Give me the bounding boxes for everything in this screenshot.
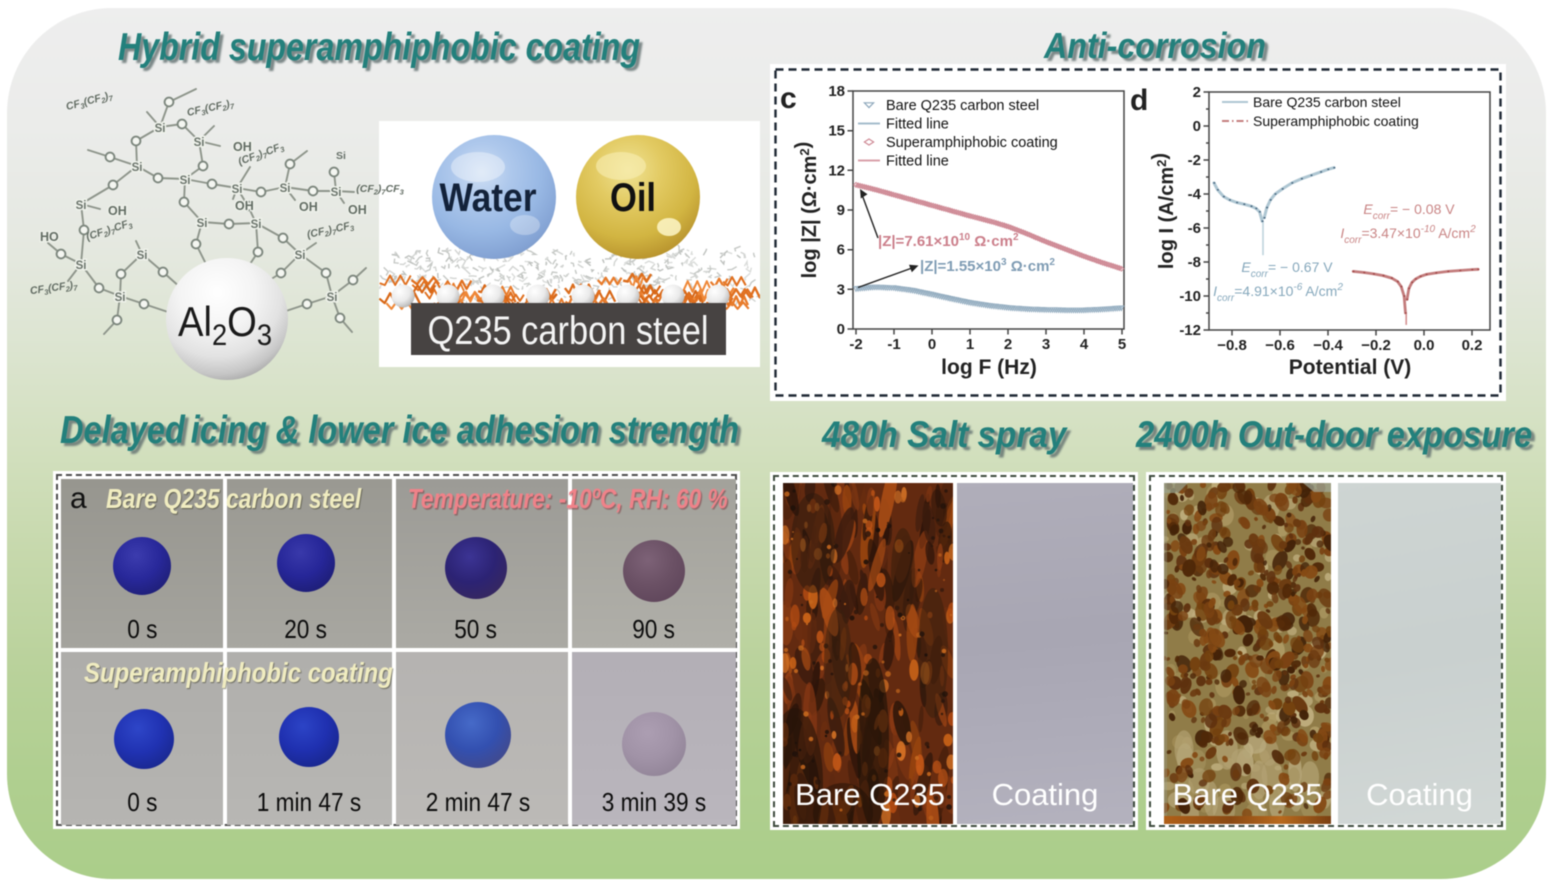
svg-text:Si: Si (280, 183, 291, 195)
svg-text:-8: -8 (1188, 254, 1201, 271)
svg-text:-2: -2 (1188, 152, 1201, 169)
svg-text:CF3(CF2)7: CF3(CF2)7 (186, 97, 236, 120)
svg-text:15: 15 (828, 123, 845, 140)
svg-text:OH: OH (108, 204, 127, 218)
svg-text:Si: Si (76, 260, 87, 272)
svg-text:Bare Q235 carbon steel: Bare Q235 carbon steel (886, 98, 1039, 114)
svg-text:−0.6: −0.6 (1265, 337, 1295, 354)
svg-text:12: 12 (828, 162, 845, 179)
svg-text:d: d (1130, 84, 1148, 117)
svg-text:Si: Si (155, 123, 166, 135)
svg-text:Si: Si (336, 150, 346, 162)
svg-text:Fitted line: Fitted line (886, 154, 949, 170)
svg-text:Si: Si (180, 175, 191, 187)
svg-text:Icorr=4.91×10-6 A/cm2: Icorr=4.91×10-6 A/cm2 (1213, 282, 1343, 304)
svg-text:0: 0 (928, 336, 936, 353)
svg-text:CF3(CF2)7: CF3(CF2)7 (65, 89, 115, 115)
svg-text:(CF2)7CF3: (CF2)7CF3 (85, 217, 135, 245)
svg-text:Si: Si (115, 292, 126, 304)
svg-text:−0.2: −0.2 (1361, 337, 1391, 354)
svg-text:Water: Water (440, 176, 537, 220)
svg-text:HO: HO (40, 230, 59, 244)
svg-text:−0.4: −0.4 (1313, 337, 1343, 354)
svg-text:−0.8: −0.8 (1217, 337, 1247, 354)
svg-text:0.0: 0.0 (1414, 337, 1435, 354)
svg-text:|Z|=1.55×103 Ω·cm2: |Z|=1.55×103 Ω·cm2 (920, 257, 1055, 275)
svg-text:-4: -4 (1188, 186, 1202, 203)
svg-text:Si: Si (76, 200, 87, 212)
svg-text:Superamphiphobic coating: Superamphiphobic coating (886, 135, 1058, 151)
svg-text:3: 3 (837, 281, 845, 298)
svg-text:5: 5 (1118, 336, 1126, 353)
svg-text:Si: Si (331, 187, 342, 199)
svg-text:Si: Si (137, 250, 148, 262)
svg-text:2: 2 (1193, 84, 1201, 101)
svg-text:Si: Si (295, 250, 306, 262)
svg-text:Oil: Oil (610, 176, 656, 220)
svg-text:(CF2)7CF3: (CF2)7CF3 (306, 219, 356, 242)
svg-text:1: 1 (966, 336, 974, 353)
svg-text:0.2: 0.2 (1462, 337, 1483, 354)
svg-text:0: 0 (837, 321, 845, 338)
svg-text:0: 0 (1193, 118, 1201, 135)
svg-text:Si: Si (132, 162, 143, 174)
svg-text:CF3(CF2)7: CF3(CF2)7 (30, 279, 79, 299)
svg-text:OH: OH (233, 140, 252, 154)
svg-text:Potential (V): Potential (V) (1289, 356, 1412, 379)
svg-text:|Z|=7.61×1010 Ω·cm2: |Z|=7.61×1010 Ω·cm2 (878, 232, 1019, 250)
svg-text:9: 9 (837, 202, 845, 219)
svg-text:6: 6 (837, 242, 845, 259)
svg-text:(CF2)7CF3: (CF2)7CF3 (356, 183, 404, 197)
svg-text:c: c (780, 82, 797, 115)
svg-text:18: 18 (828, 83, 845, 100)
svg-text:-2: -2 (849, 336, 862, 353)
svg-text:OH: OH (235, 199, 254, 213)
svg-text:Si: Si (251, 219, 262, 231)
svg-text:-1: -1 (887, 336, 900, 353)
svg-text:Bare Q235 carbon steel: Bare Q235 carbon steel (1253, 94, 1401, 110)
svg-text:OH: OH (348, 203, 367, 217)
svg-text:Fitted line: Fitted line (886, 117, 949, 133)
svg-text:3: 3 (1042, 336, 1050, 353)
svg-text:Superamphiphobic coating: Superamphiphobic coating (1253, 113, 1419, 129)
svg-text:OH: OH (299, 200, 318, 214)
svg-text:Si: Si (232, 184, 243, 196)
svg-text:2: 2 (1004, 336, 1012, 353)
svg-text:Icorr=3.47×10-10 A/cm2: Icorr=3.47×10-10 A/cm2 (1340, 224, 1476, 246)
svg-text:4: 4 (1080, 336, 1089, 353)
svg-text:Si: Si (197, 218, 208, 230)
svg-text:-6: -6 (1188, 220, 1201, 237)
svg-text:-10: -10 (1179, 288, 1201, 305)
svg-text:log F (Hz): log F (Hz) (941, 356, 1037, 379)
svg-text:Si: Si (194, 137, 205, 149)
svg-text:Si: Si (327, 292, 338, 304)
svg-text:-12: -12 (1179, 322, 1201, 339)
svg-text:Q235 carbon steel: Q235 carbon steel (428, 309, 709, 353)
